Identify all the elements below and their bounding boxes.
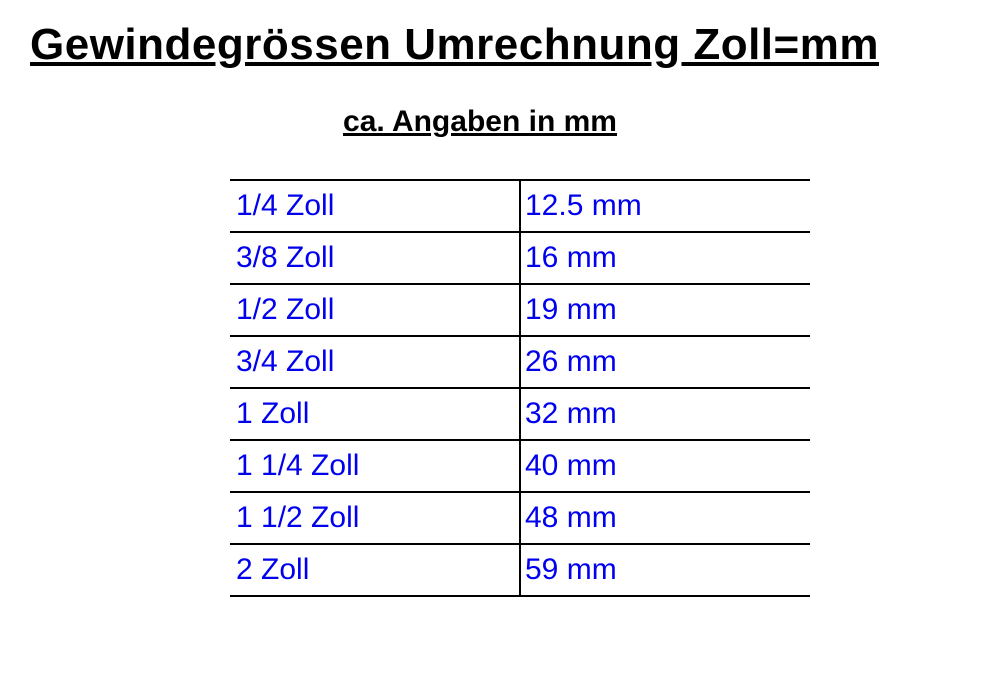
table-row: 3/4 Zoll 26 mm bbox=[230, 336, 810, 388]
conversion-table: 1/4 Zoll 12.5 mm 3/8 Zoll 16 mm 1/2 Zoll… bbox=[230, 179, 810, 597]
table-row: 1 Zoll 32 mm bbox=[230, 388, 810, 440]
cell-mm: 48 mm bbox=[520, 492, 810, 544]
conversion-table-container: 1/4 Zoll 12.5 mm 3/8 Zoll 16 mm 1/2 Zoll… bbox=[230, 179, 810, 597]
cell-mm: 19 mm bbox=[520, 284, 810, 336]
table-row: 1 1/2 Zoll 48 mm bbox=[230, 492, 810, 544]
cell-mm: 26 mm bbox=[520, 336, 810, 388]
table-row: 1/4 Zoll 12.5 mm bbox=[230, 180, 810, 232]
cell-zoll: 1 1/4 Zoll bbox=[230, 440, 520, 492]
cell-zoll: 2 Zoll bbox=[230, 544, 520, 596]
table-row: 1 1/4 Zoll 40 mm bbox=[230, 440, 810, 492]
page-title: Gewindegrössen Umrechnung Zoll=mm bbox=[30, 20, 970, 70]
cell-mm: 32 mm bbox=[520, 388, 810, 440]
cell-zoll: 1 Zoll bbox=[230, 388, 520, 440]
cell-zoll: 3/4 Zoll bbox=[230, 336, 520, 388]
cell-mm: 59 mm bbox=[520, 544, 810, 596]
cell-mm: 16 mm bbox=[520, 232, 810, 284]
cell-zoll: 1/4 Zoll bbox=[230, 180, 520, 232]
cell-mm: 12.5 mm bbox=[520, 180, 810, 232]
cell-mm: 40 mm bbox=[520, 440, 810, 492]
table-row: 3/8 Zoll 16 mm bbox=[230, 232, 810, 284]
table-row: 1/2 Zoll 19 mm bbox=[230, 284, 810, 336]
cell-zoll: 1 1/2 Zoll bbox=[230, 492, 520, 544]
cell-zoll: 3/8 Zoll bbox=[230, 232, 520, 284]
page-subtitle: ca. Angaben in mm bbox=[190, 105, 770, 139]
table-row: 2 Zoll 59 mm bbox=[230, 544, 810, 596]
cell-zoll: 1/2 Zoll bbox=[230, 284, 520, 336]
